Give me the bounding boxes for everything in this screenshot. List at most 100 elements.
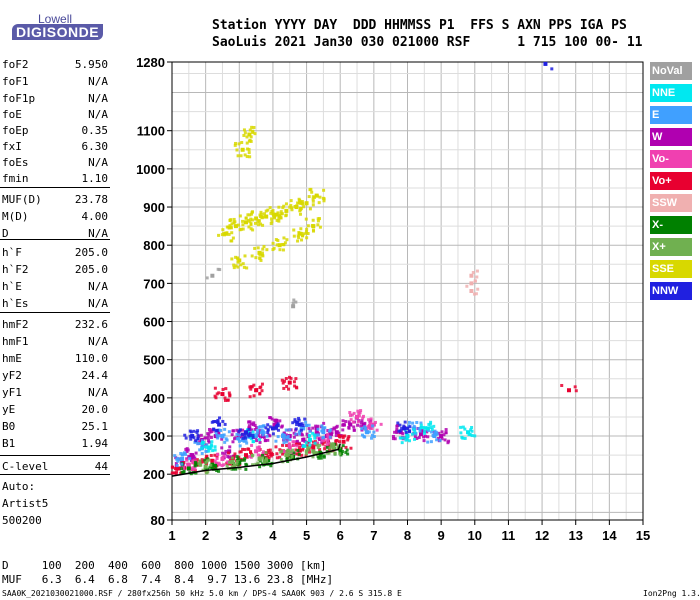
ionogram-echo-point [248,433,252,437]
ionogram-echo-point [257,219,261,223]
ionogram-echo-point [275,423,279,427]
ionogram-echo-point [328,435,332,439]
ionogram-echo-point [418,429,422,433]
ionogram-echo-point [248,451,252,455]
ionogram-echo-point [400,427,404,431]
ionogram-echo-point [241,223,245,227]
ionogram-echo-point [300,201,304,205]
ionogram-echo-point [239,263,243,267]
ionogram-echo-point [268,448,272,452]
ionogram-echo-point [291,304,296,309]
ionogram-echo-point [261,433,265,437]
ionogram-echo-point [404,430,408,434]
ionogram-echo-point [344,450,348,454]
ionogram-echo-point [279,212,283,216]
ionogram-echo-point [236,265,240,269]
ionogram-echo-point [299,425,303,429]
ionogram-echo-point [228,445,232,449]
param-name: hmF2 [2,318,29,331]
ionogram-echo-point [316,441,320,445]
ionogram-echo-point [401,436,405,440]
ionogram-echo-point [270,417,274,421]
ionogram-echo-point [247,447,251,451]
ionogram-echo-point [363,427,367,431]
x-tick-label: 4 [269,528,277,543]
x-tick-label: 6 [337,528,344,543]
ionogram-echo-point [183,433,187,437]
x-tick-label: 3 [236,528,243,543]
ionogram-echo-point [433,433,437,437]
ionogram-echo-point [283,433,287,437]
ionogram-echo-point [290,208,294,212]
ionogram-echo-point [181,453,185,457]
ionogram-echo-point [247,151,251,155]
ionogram-echo-point [275,452,279,456]
ionogram-echo-point [233,224,238,229]
ionogram-echo-point [372,430,376,434]
ionogram-echo-point [247,427,251,431]
ionogram-echo-point [296,234,300,238]
ionogram-echo-point [310,224,314,228]
ionogram-echo-point [180,467,184,471]
ionogram-echo-point [326,435,330,439]
ionogram-echo-point [356,420,360,424]
ionogram-echo-point [287,453,291,457]
ionogram-echo-point [422,435,426,439]
ionogram-echo-point [300,200,304,204]
ionogram-echo-point [266,454,270,458]
ionogram-echo-point [543,61,548,66]
ionogram-echo-point [560,383,564,387]
ionogram-echo-point [316,446,320,450]
param-value: 44 [94,460,108,473]
ionogram-echo-point [300,433,304,437]
ionogram-echo-point [189,459,193,463]
ionogram-echo-point [250,125,254,129]
ionogram-echo-point [242,458,246,462]
legend-item: NNW [650,282,692,300]
y-tick-label: 800 [143,238,165,253]
ionogram-echo-point [191,459,195,463]
param-value: 205.0 [74,246,108,259]
ionogram-echo-point [249,227,253,231]
ionogram-echo-point [292,380,296,384]
ionogram-echo-point [192,436,196,440]
ionogram-echo-point [276,435,280,439]
ionogram-echo-point [180,456,185,461]
ionogram-echo-point [325,449,329,453]
ionogram-echo-point [250,428,254,432]
ionogram-echo-point [323,447,327,451]
ionogram-echo-point [270,209,274,213]
ionogram-echo-point [334,425,338,429]
ionogram-echo-point [170,465,174,469]
ionogram-echo-point [341,428,345,432]
ionogram-echo-point [359,421,363,425]
ionogram-echo-point [298,432,302,436]
ionogram-echo-point [419,421,423,425]
ionogram-echo-point [203,458,207,462]
ionogram-echo-point [348,411,352,415]
ionogram-echo-point [185,462,189,466]
ionogram-echo-point [285,385,289,389]
ionogram-echo-point [281,381,285,385]
ionogram-echo-point [249,422,253,426]
ionogram-echo-point [341,423,345,427]
legend-item: Vo- [650,150,692,168]
ionogram-echo-point [180,462,184,466]
ionogram-echo-point [261,450,265,454]
ionogram-echo-point [193,467,197,471]
ionogram-echo-point [217,469,221,473]
ionogram-echo-point [268,206,272,210]
ionogram-echo-point [206,436,210,440]
param-value: 5.950 [74,58,108,71]
ionogram-echo-point [243,436,247,440]
ionogram-echo-point [267,451,271,455]
ionogram-echo-point [333,451,337,455]
ionogram-echo-point [189,437,193,441]
ionogram-echo-point [183,451,187,455]
ionogram-echo-point [294,448,298,452]
y-tick-label: 700 [143,276,165,291]
ionogram-echo-point [422,431,426,435]
ionogram-echo-point [233,452,237,456]
ionogram-echo-point [305,423,309,427]
ionogram-echo-point [396,421,400,425]
